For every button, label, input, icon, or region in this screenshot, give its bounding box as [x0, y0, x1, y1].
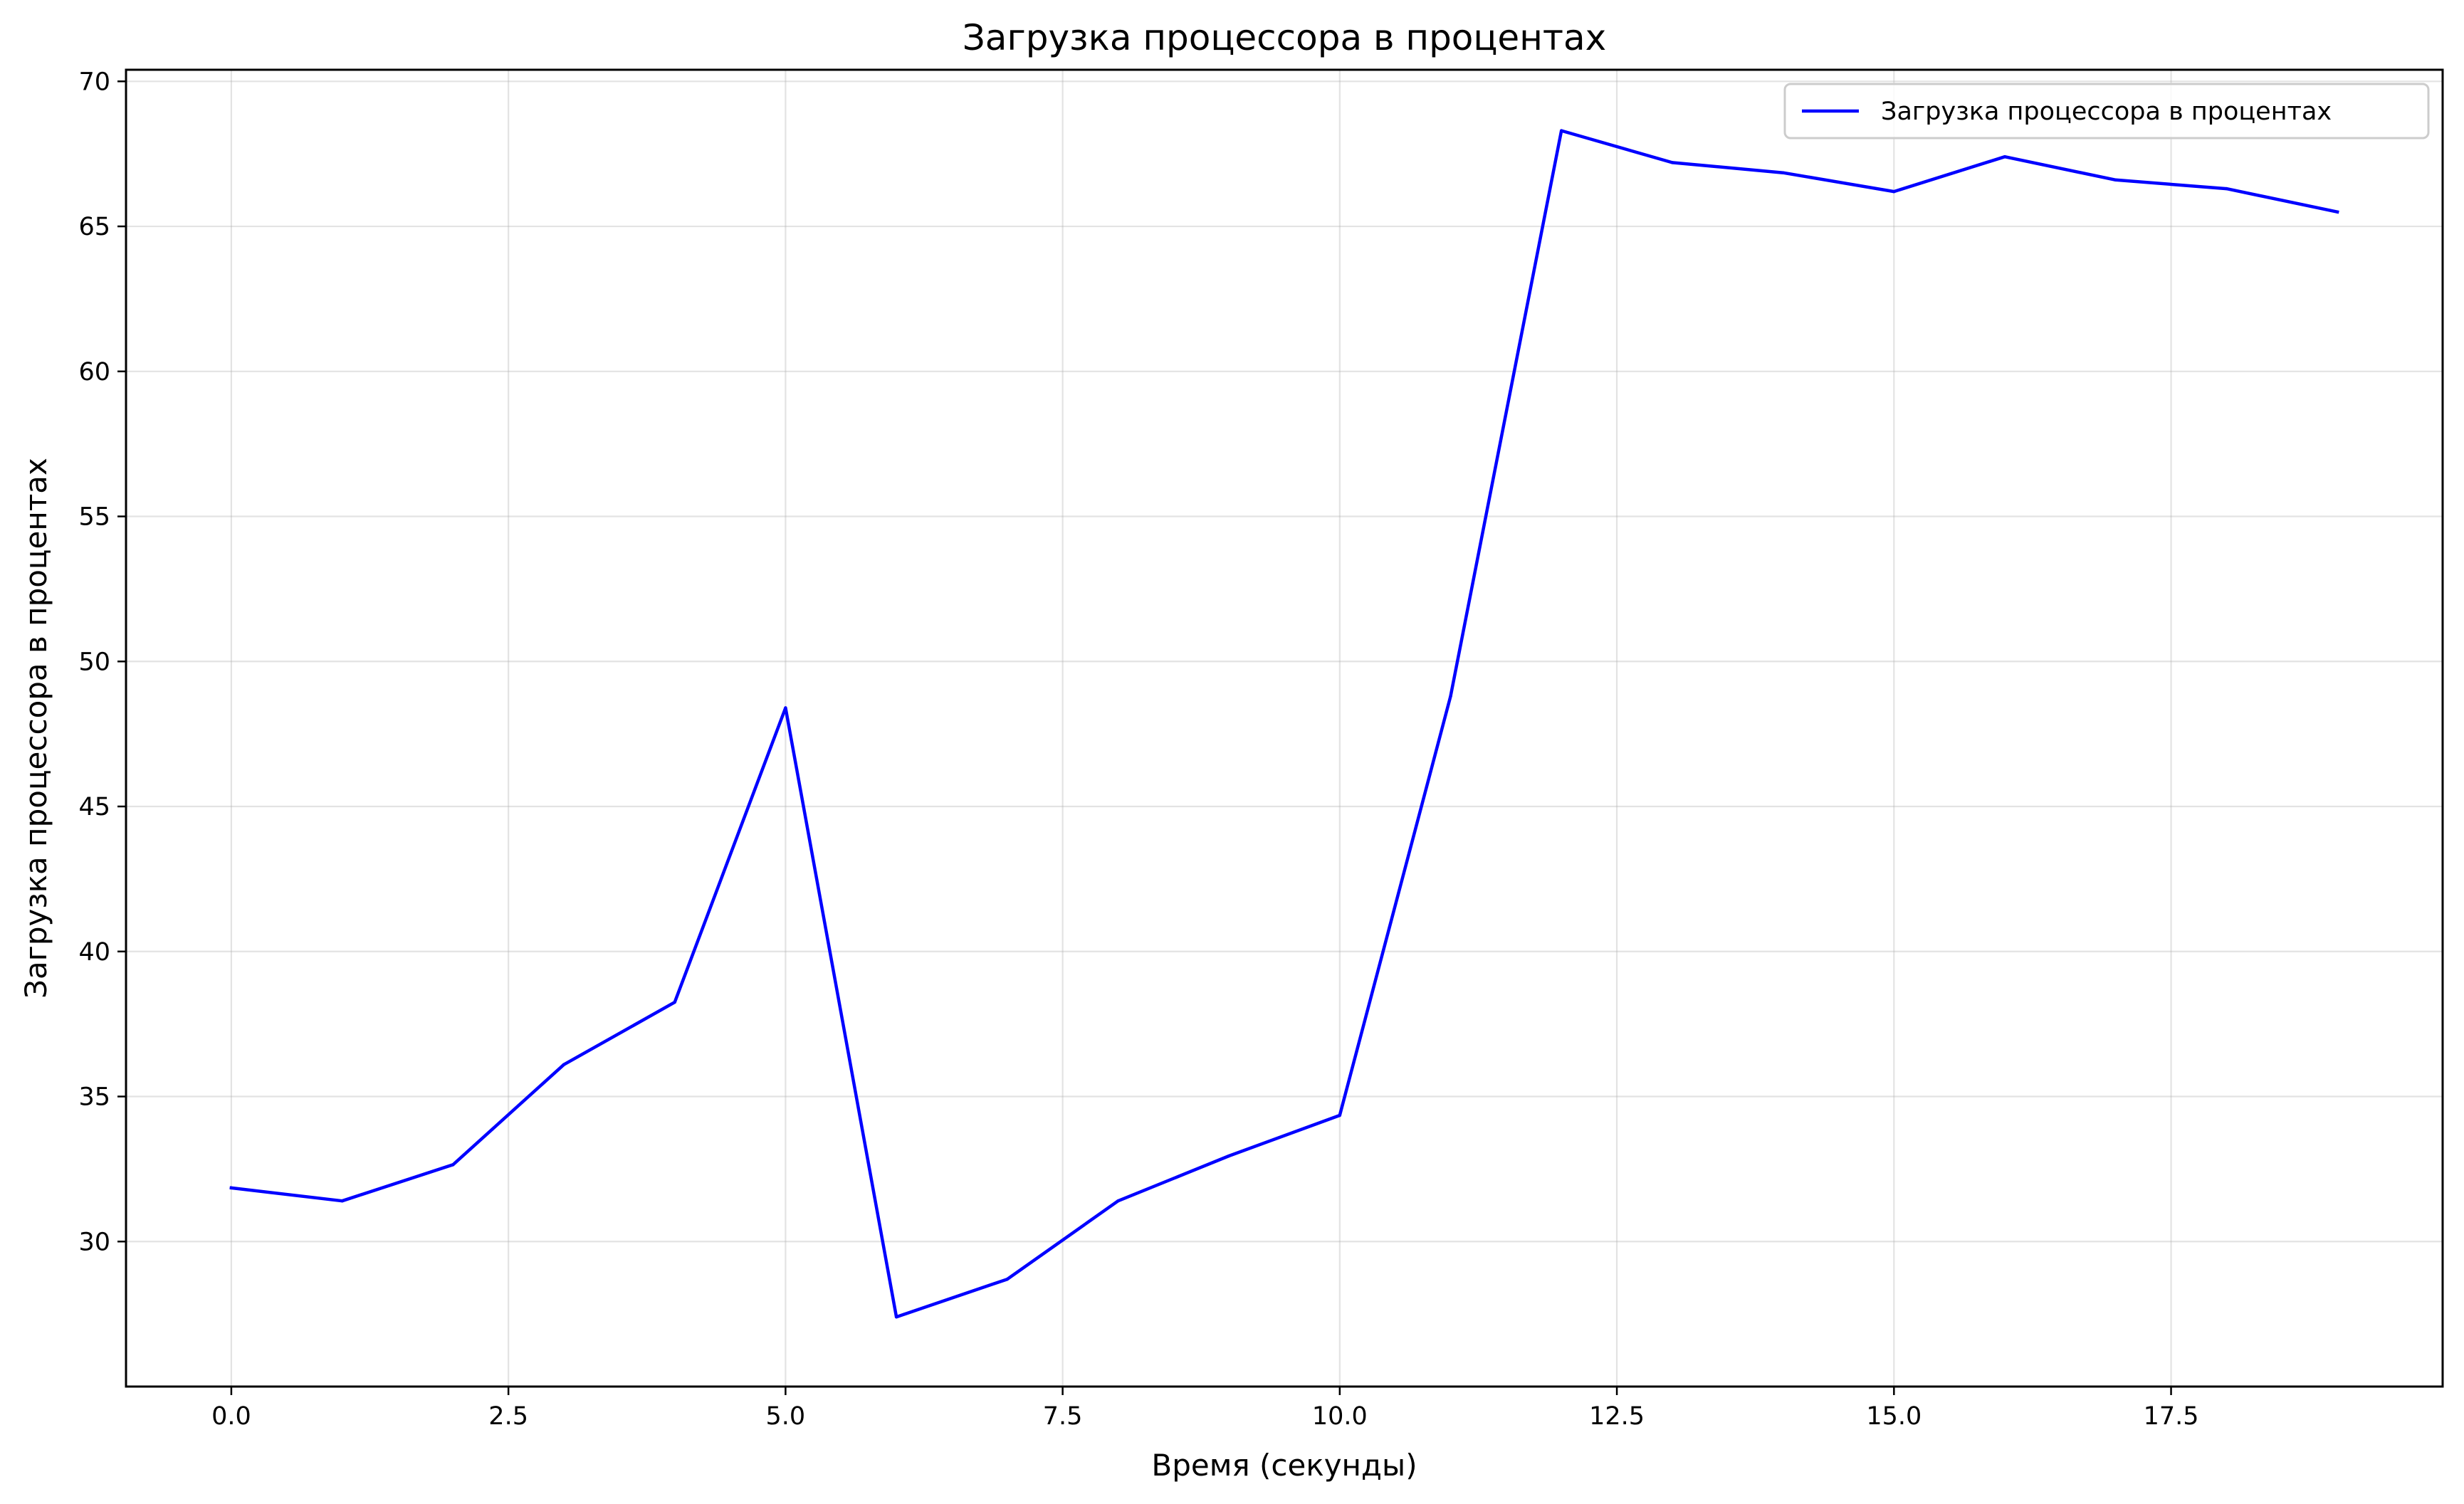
x-tick-label: 15.0 [1866, 1402, 1922, 1431]
data-point [784, 706, 787, 710]
data-point [1892, 189, 1896, 194]
x-tick-label: 10.0 [1312, 1402, 1368, 1431]
data-point [340, 1199, 344, 1203]
data-point [1781, 171, 1785, 174]
data-point [1005, 1278, 1009, 1281]
data-point [2003, 155, 2007, 159]
data-point [2225, 186, 2228, 191]
data-point [562, 1063, 566, 1066]
x-tick-label: 5.0 [766, 1402, 806, 1431]
axis-ticks: 0.0 2.5 5.0 7.5 10.0 12.5 15.0 17.5 30 35 40 45 50 55… [78, 68, 2198, 1431]
data-point [1670, 161, 1674, 164]
y-tick-label: 30 [78, 1228, 110, 1256]
y-tick-label: 50 [78, 648, 110, 676]
data-point [451, 1163, 455, 1167]
data-point [229, 1186, 234, 1190]
x-tick-label: 17.5 [2144, 1402, 2199, 1431]
y-tick-label: 55 [78, 503, 110, 532]
x-axis-label: Время (секунды) [1151, 1448, 1417, 1483]
data-point [1116, 1199, 1120, 1203]
y-tick-label: 70 [78, 68, 110, 96]
data-point [2114, 178, 2117, 182]
x-tick-label: 0.0 [211, 1402, 251, 1431]
y-tick-label: 40 [78, 938, 110, 967]
data-point [673, 1000, 676, 1004]
series-layer [229, 129, 2339, 1319]
series-line [229, 129, 2339, 1319]
data-point [2335, 210, 2339, 214]
data-point [1560, 129, 1563, 132]
y-tick-label: 60 [78, 358, 110, 386]
legend: Загрузка процессора в процентах [1783, 83, 2430, 140]
legend-box [1783, 83, 2430, 140]
y-tick-label: 35 [78, 1083, 110, 1112]
y-tick-label: 65 [78, 213, 110, 241]
y-axis-label: Загрузка процессора в процентах [19, 458, 53, 999]
y-tick-label: 45 [78, 793, 110, 821]
x-tick-label: 12.5 [1589, 1402, 1645, 1431]
legend-label: Загрузка процессора в процентах [1881, 98, 2332, 126]
plot-frame [125, 68, 2444, 1388]
data-point [1449, 694, 1452, 698]
x-tick-label: 7.5 [1043, 1402, 1083, 1431]
data-point [1227, 1154, 1231, 1158]
grid [126, 70, 2443, 1387]
data-point [894, 1315, 898, 1319]
x-tick-label: 2.5 [488, 1402, 528, 1431]
chart-title: Загрузка процессора в процентах [963, 17, 1607, 58]
data-point [1338, 1113, 1342, 1118]
